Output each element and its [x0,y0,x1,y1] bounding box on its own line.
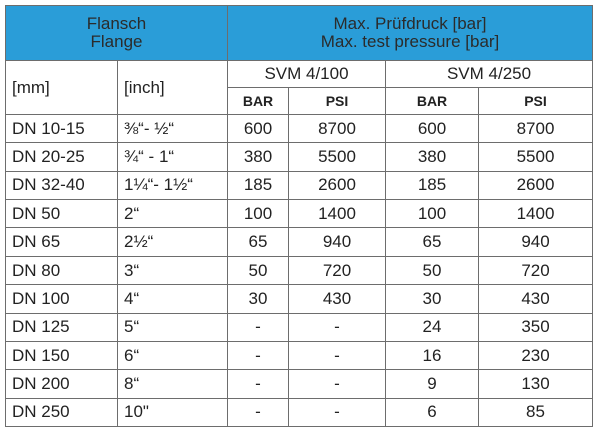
table-row: DN 250 10" - -6 85 [5,397,594,428]
table-cell: - [288,312,386,342]
model-header: SVM 4/250 [384,60,594,88]
table-cell: 2600 [477,170,594,201]
table-row: DN 125 5“ - -24 350 [5,312,594,342]
table-cell: 5500 [477,142,594,172]
table-cell: - [288,369,386,399]
table-cell: 2½“ [117,227,228,257]
unit-header: BAR [227,87,289,115]
unit-header: BAR [385,87,479,115]
table-cell: 1400 [477,199,594,229]
table-cell: ¾“ - 1“ [117,142,228,172]
table-cell: 10" [117,397,228,428]
table-cell: 380 [385,142,479,172]
unit-header: PSI [288,87,386,115]
table-cell: 940 [288,227,386,257]
table-cell: DN 80 [5,255,118,286]
table-cell: - [227,397,289,428]
pressure-table: Flansch Flange Max. Prüfdruck [bar] Max. t… [5,5,594,428]
table-cell: 185 [227,170,289,201]
table-cell: DN 250 [5,397,118,428]
table-cell: 2600 [288,170,386,201]
table-row: DN 200 8“ - -9 130 [5,369,594,399]
table-row: DN 100 4“ 30 430 30 430 [5,284,594,314]
model-row: [mm] [inch] SVM 4/100 SVM 4/250 [5,60,594,115]
table-cell: 50 [385,255,479,286]
table-cell: DN 125 [5,312,118,342]
table-cell: 8“ [117,369,228,399]
table-cell: 100 [227,199,289,229]
table-cell: 185 [385,170,479,201]
table-cell: - [227,312,289,342]
table-cell: 65 [385,227,479,257]
text: Max. Prüfdruck [bar] [333,14,487,34]
table-cell: 380 [227,142,289,172]
text: Flansch [86,14,147,34]
table-cell: 1400 [288,199,386,229]
table-cell: 6“ [117,340,228,371]
table-cell: 230 [477,340,594,371]
table-cell: - [288,340,386,371]
table-cell: 940 [477,227,594,257]
table-row: DN 32-40 1¼“- 1½“ 185 2600 185 2600 [5,170,594,201]
table-cell: DN 20-25 [5,142,118,172]
table-cell: DN 200 [5,369,118,399]
table-cell: 50 [227,255,289,286]
table-cell: - [227,369,289,399]
table-cell: DN 50 [5,199,118,229]
text: Flange [90,32,143,51]
table-row: DN 80 3“ 50 720 50 720 [5,255,594,286]
table-cell: 1¼“- 1½“ [117,170,228,201]
table-cell: DN 10-15 [5,113,118,144]
header-row: Flansch Flange Max. Prüfdruck [bar] Max. t… [5,5,594,61]
table-cell: 350 [477,312,594,342]
table-cell: 16 [385,340,479,371]
table-cell: ⅜“- ½“ [117,113,228,144]
table-cell: 30 [385,284,479,314]
table-cell: - [288,397,386,428]
table-cell: 720 [288,255,386,286]
table-cell: DN 150 [5,340,118,371]
text: Max. test pressure [bar] [320,32,500,51]
mm-header: [mm] [5,60,118,115]
table-cell: DN 100 [5,284,118,314]
table-cell: - [227,340,289,371]
table-row: DN 150 6“ - -16 230 [5,340,594,371]
table-cell: 5“ [117,312,228,342]
table-cell: 430 [477,284,594,314]
unit-row: BAR PSI BAR PSI [6,87,594,115]
table-cell: DN 32-40 [5,170,118,201]
model-header: SVM 4/100 [227,60,386,88]
table-cell: 720 [477,255,594,286]
table-row: DN 65 2½“ 65 940 65 940 [5,227,594,257]
table-cell: 600 [227,113,289,144]
table-cell: 65 [227,227,289,257]
table-row: DN 50 2“ 100 1400 100 1400 [5,199,594,229]
table-cell: 2“ [117,199,228,229]
unit-header: PSI [477,87,594,115]
table-cell: 100 [385,199,479,229]
table-cell: 30 [227,284,289,314]
table-row: DN 20-25 ¾“ - 1“ 380 5500 380 5500 [5,142,594,172]
table-cell: 4“ [117,284,228,314]
table-cell: 430 [288,284,386,314]
pressure-header: Max. Prüfdruck [bar] Max. test pressure [… [226,5,594,61]
table-cell: 5500 [288,142,386,172]
table-cell: 8700 [477,113,594,144]
table-cell: 3“ [117,255,228,286]
table-cell: 9 [385,369,479,399]
table-cell: 130 [477,369,594,399]
table-cell: 6 [385,397,479,428]
table-cell: DN 65 [5,227,118,257]
table-cell: 8700 [288,113,386,144]
table-cell: 85 [477,397,594,428]
table-row: DN 10-15 ⅜“- ½“ 600 8700 600 8700 [5,113,594,144]
flange-header: Flansch Flange [5,5,228,61]
table-cell: 24 [385,312,479,342]
inch-header: [inch] [117,60,228,115]
table-cell: 600 [385,113,479,144]
